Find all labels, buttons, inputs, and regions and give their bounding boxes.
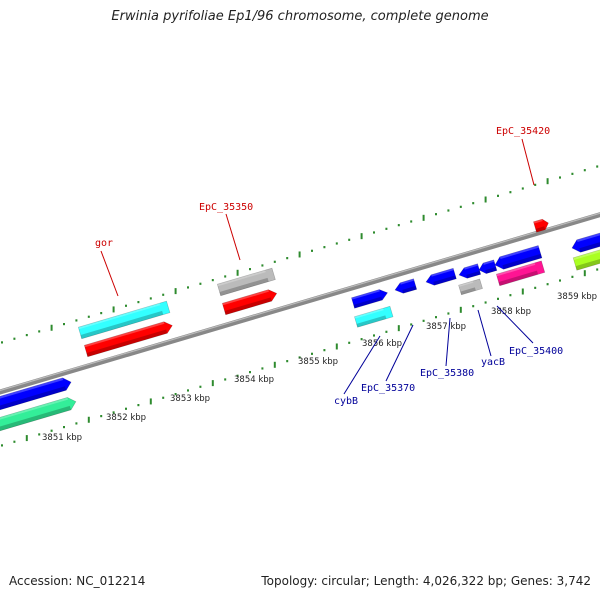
gene-gor[interactable]: [77, 300, 171, 340]
leader-line-yacB: [477, 309, 492, 357]
gene-EpC_35400[interactable]: [493, 245, 543, 271]
gene-EpC_35420[interactable]: [533, 218, 550, 233]
gene-label-gor[interactable]: gor: [95, 238, 113, 249]
gene-EpC_35350[interactable]: [216, 267, 276, 297]
leader-line-EpC_35350: [225, 213, 241, 261]
genome-summary-label: Topology: circular; Length: 4,026,322 bp…: [261, 574, 591, 588]
leader-line-EpC_35370: [385, 324, 414, 382]
gene-label-EpC_35420[interactable]: EpC_35420: [496, 126, 550, 137]
gene-yacB[interactable]: [457, 263, 482, 281]
accession-label: Accession: NC_012214: [9, 574, 146, 588]
gene-cybB[interactable]: [351, 288, 389, 309]
axis-tick-label: 3858 kbp: [491, 307, 531, 317]
axis-tick-label: 3851 kbp: [42, 433, 82, 443]
gene-blue-small[interactable]: [477, 259, 498, 275]
leader-line-gor: [100, 250, 119, 297]
leader-line-cybB: [343, 335, 381, 395]
gene-blue-right[interactable]: [570, 230, 600, 254]
axis-tick-label: 3859 kbp: [557, 292, 597, 302]
gene-grey-yacB[interactable]: [458, 278, 483, 296]
leader-line-EpC_35420: [521, 138, 535, 186]
gene-EpC_35370[interactable]: [393, 278, 418, 296]
gene-label-EpC_35380[interactable]: EpC_35380: [420, 368, 474, 379]
axis-tick-label: 3855 kbp: [298, 357, 338, 367]
axis-tick-label: 3854 kbp: [234, 375, 274, 385]
chromosome-backbone-highlight: [0, 212, 600, 392]
gene-label-cybB[interactable]: cybB: [334, 396, 358, 407]
gene-blue-left[interactable]: [0, 376, 73, 416]
page-title: Erwinia pyrifoliae Ep1/96 chromosome, co…: [111, 9, 489, 24]
gene-mint-left[interactable]: [0, 395, 78, 437]
gene-EpC_35380[interactable]: [424, 267, 457, 287]
gene-label-yacB[interactable]: yacB: [481, 357, 505, 368]
gene-label-EpC_35350[interactable]: EpC_35350: [199, 202, 253, 213]
axis-tick-label: 3853 kbp: [170, 394, 210, 404]
axis-tick-label: 3852 kbp: [106, 413, 146, 423]
chromosome-backbone: [0, 212, 600, 395]
axis-tick-label: 3857 kbp: [426, 322, 466, 332]
gene-magenta[interactable]: [495, 260, 546, 287]
leader-line-EpC_35400: [496, 305, 534, 344]
gene-lime-right[interactable]: [572, 246, 600, 271]
gene-label-EpC_35370[interactable]: EpC_35370: [361, 383, 415, 394]
gene-cyan-cybB[interactable]: [354, 305, 394, 328]
gene-red-after-gor[interactable]: [83, 320, 174, 358]
leader-line-EpC_35380: [445, 317, 451, 367]
gene-red-after-35350[interactable]: [221, 288, 278, 316]
axis-tick-label: 3856 kbp: [362, 339, 402, 349]
gene-label-EpC_35400[interactable]: EpC_35400: [509, 346, 563, 357]
